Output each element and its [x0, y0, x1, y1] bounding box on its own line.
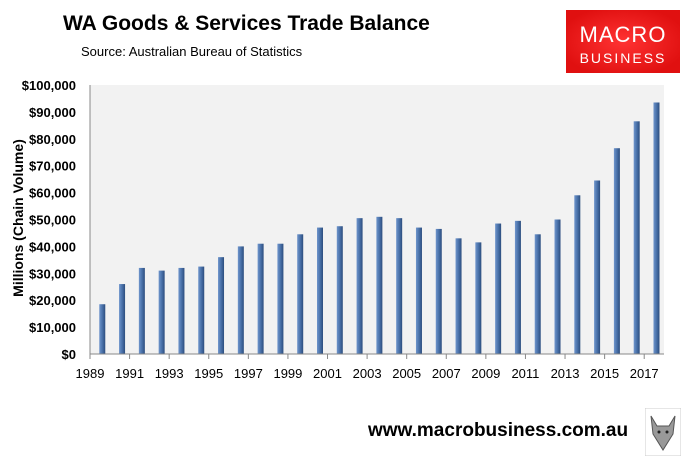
x-tick-label: 2007: [432, 366, 461, 381]
bar-2017: [653, 102, 660, 354]
x-tick-label: 2011: [511, 366, 539, 381]
bar-1994: [198, 266, 205, 354]
bar-1995: [218, 257, 225, 354]
x-tick-label: 1999: [273, 366, 302, 381]
y-tick-label: $40,000: [29, 239, 76, 254]
logo-line1: MACRO: [579, 22, 667, 47]
y-tick-label: $20,000: [29, 293, 76, 308]
bar-1993: [178, 267, 185, 354]
y-tick-label: $10,000: [29, 320, 76, 335]
x-tick-label: 2015: [590, 366, 619, 381]
bar-2007: [455, 238, 462, 354]
bar-1998: [277, 243, 284, 354]
bar-1997: [257, 243, 264, 354]
y-tick-label: $70,000: [29, 159, 76, 174]
wolf-icon: [645, 408, 681, 456]
bar-1999: [297, 234, 304, 354]
bar-2001: [336, 226, 343, 354]
x-tick-label: 2005: [392, 366, 421, 381]
macrobusiness-logo: MACRO BUSINESS: [566, 10, 680, 73]
x-tick-label: 1989: [76, 366, 105, 381]
y-tick-label: $80,000: [29, 132, 76, 147]
x-tick-label: 2009: [471, 366, 500, 381]
y-tick-label: $0: [62, 347, 76, 362]
bar-2014: [594, 180, 601, 354]
bar-1992: [158, 270, 165, 354]
x-tick-label: 1995: [194, 366, 223, 381]
bar-2004: [396, 218, 403, 354]
y-tick-label: $90,000: [29, 105, 76, 120]
y-tick-label: $30,000: [29, 266, 76, 281]
bar-2012: [554, 219, 561, 354]
bar-2005: [415, 227, 422, 354]
x-tick-label: 2017: [630, 366, 659, 381]
bar-2006: [435, 228, 442, 354]
bar-2008: [475, 242, 482, 354]
bar-2000: [316, 227, 323, 354]
y-tick-label: $60,000: [29, 186, 76, 201]
chart-title: WA Goods & Services Trade Balance: [63, 12, 430, 35]
bar-2016: [633, 121, 640, 354]
bar-1991: [138, 267, 145, 354]
bar-1989: [99, 304, 106, 354]
x-tick-label: 2013: [551, 366, 580, 381]
x-tick-label: 2003: [353, 366, 382, 381]
x-tick-label: 1991: [115, 366, 144, 381]
bar-2010: [514, 220, 521, 354]
bar-2013: [574, 195, 581, 354]
website-url: www.macrobusiness.com.au: [368, 420, 629, 441]
bar-1990: [119, 284, 126, 354]
bar-2003: [376, 216, 383, 354]
y-tick-label: $100,000: [22, 78, 76, 93]
x-tick-label: 1997: [234, 366, 263, 381]
x-tick-label: 2001: [313, 366, 342, 381]
logo-line2: BUSINESS: [579, 50, 667, 66]
chart-source: Source: Australian Bureau of Statistics: [81, 44, 303, 59]
bar-2009: [495, 223, 502, 354]
x-tick-label: 1993: [155, 366, 184, 381]
y-tick-label: $50,000: [29, 213, 76, 228]
bar-1996: [237, 246, 244, 354]
bar-2002: [356, 218, 363, 354]
bar-2011: [534, 234, 541, 354]
bar-2015: [613, 148, 620, 354]
